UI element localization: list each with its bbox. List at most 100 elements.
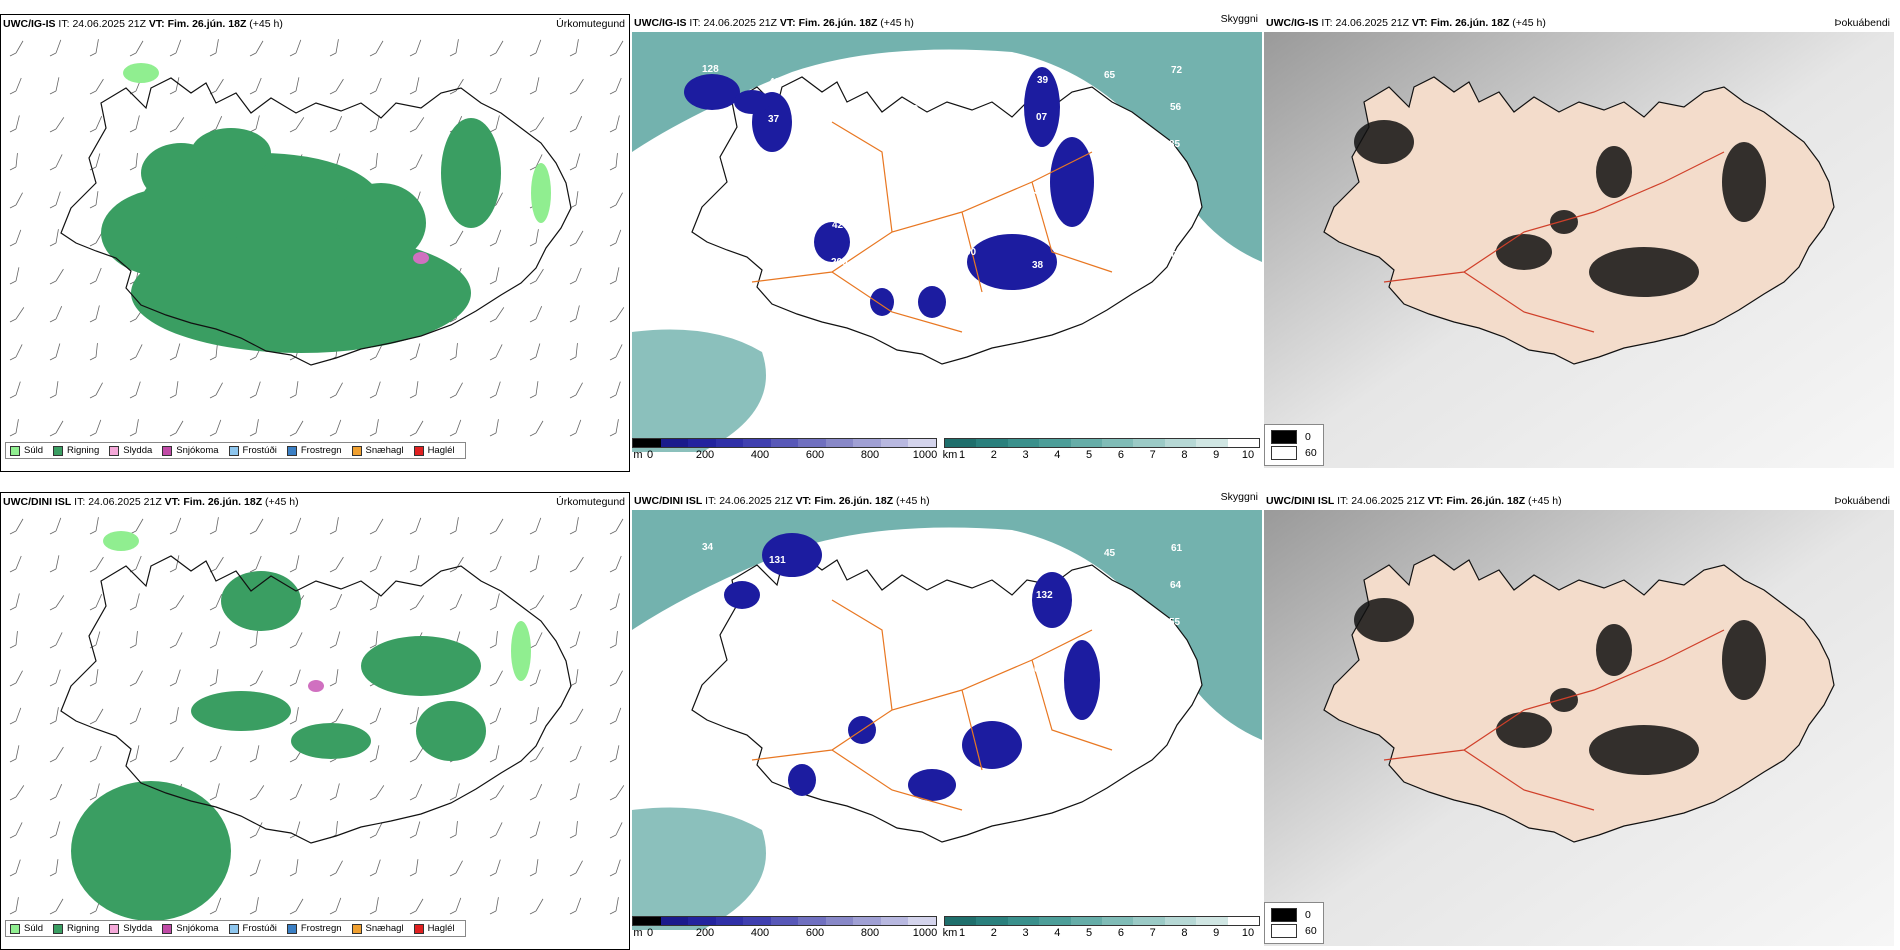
ceiling-label: 35 bbox=[832, 698, 844, 709]
colorbar-tick: 400 bbox=[750, 927, 770, 939]
wind-barb bbox=[329, 419, 342, 437]
wind-barb bbox=[369, 518, 384, 535]
wind-barb bbox=[89, 191, 99, 209]
colorbar-step bbox=[945, 439, 977, 447]
wind-barb bbox=[489, 229, 502, 247]
wind-barb bbox=[249, 670, 263, 687]
wind-barb bbox=[169, 117, 185, 133]
wind-barb bbox=[129, 381, 141, 399]
ceiling-label: 55 bbox=[966, 210, 978, 221]
ceiling-label: 37 bbox=[836, 72, 848, 83]
wind-barb bbox=[169, 595, 185, 611]
wind-barb bbox=[89, 556, 104, 573]
fog-legend-label: 0 bbox=[1305, 431, 1311, 443]
drizzle-area bbox=[123, 63, 159, 83]
it-value: 24.06.2025 21Z bbox=[719, 495, 793, 507]
wind-barb bbox=[329, 517, 339, 535]
wind-barb bbox=[609, 518, 624, 535]
wind-barb bbox=[49, 784, 63, 801]
wind-barb bbox=[49, 420, 64, 437]
wind-barb bbox=[169, 555, 180, 573]
wind-barb bbox=[409, 595, 425, 611]
wind-barb bbox=[289, 859, 299, 877]
wind-barb bbox=[209, 39, 219, 57]
vt-value: Fim. 26.jún. 18Z bbox=[167, 18, 247, 30]
wind-barb bbox=[529, 39, 542, 57]
it-label: IT: bbox=[689, 17, 701, 29]
ceiling-label: 119 bbox=[902, 104, 919, 115]
it-value: 24.06.2025 21Z bbox=[703, 17, 777, 29]
wind-barb bbox=[89, 419, 102, 437]
wind-barb bbox=[609, 897, 619, 915]
low-cloud-sea bbox=[632, 32, 1262, 262]
wind-barb bbox=[249, 631, 258, 649]
wind-barb bbox=[529, 517, 542, 535]
ceiling-label: 16 bbox=[830, 294, 842, 305]
ceiling-label: 40 bbox=[1101, 659, 1113, 670]
wind-barb bbox=[329, 382, 343, 399]
wind-barb bbox=[9, 381, 21, 399]
colorbar-tick: 600 bbox=[805, 927, 825, 939]
colorbar-tick: 3 bbox=[1022, 927, 1029, 939]
wind-barb bbox=[169, 381, 179, 399]
legend-label: Snjókoma bbox=[176, 445, 219, 456]
ceiling-label: 268 bbox=[1103, 107, 1120, 118]
wind-barb bbox=[529, 859, 539, 877]
rain-area bbox=[291, 723, 371, 759]
colorbar-step bbox=[1164, 439, 1197, 447]
ceiling-label: 80 bbox=[1033, 223, 1045, 234]
wind-barb bbox=[249, 419, 259, 437]
wind-barb bbox=[9, 267, 20, 285]
wind-barb bbox=[529, 821, 541, 839]
vt-label: VT: bbox=[148, 18, 165, 30]
wind-barb bbox=[169, 39, 182, 57]
wind-barb bbox=[409, 555, 420, 573]
wind-barb bbox=[249, 785, 265, 801]
colorbar-tick: 6 bbox=[1117, 927, 1124, 939]
lead-time: (+45 h) bbox=[896, 495, 930, 507]
wind-barb bbox=[369, 822, 383, 839]
vt-label: VT: bbox=[779, 17, 796, 29]
vt-label: VT: bbox=[1411, 17, 1428, 29]
fog-legend-swatch bbox=[1271, 446, 1297, 460]
ceiling-label: 39 bbox=[1037, 75, 1049, 86]
wind-barb bbox=[369, 77, 382, 95]
wind-barb bbox=[169, 420, 184, 437]
ceiling-label: 30 bbox=[1035, 149, 1047, 160]
ceiling-label: 47 bbox=[768, 592, 780, 603]
panel-header: UWC/IG-IS IT: 24.06.2025 21Z VT: Fim. 26… bbox=[1264, 14, 1894, 32]
ceiling-label: 40 bbox=[899, 693, 911, 704]
colorbar-step bbox=[770, 917, 799, 925]
ceiling-label: 72 bbox=[1033, 701, 1045, 712]
wind-barb bbox=[489, 555, 502, 573]
wind-barb bbox=[609, 153, 618, 171]
ceiling-label: 33 bbox=[1035, 627, 1047, 638]
wind-barb bbox=[609, 192, 623, 209]
fog-legend: 0 60 bbox=[1264, 902, 1324, 944]
colorbar-step bbox=[633, 439, 661, 447]
precip-map bbox=[1, 33, 629, 469]
legend-item: Snjókoma bbox=[162, 923, 219, 934]
wind-barb bbox=[489, 381, 501, 399]
wind-barb bbox=[249, 555, 262, 573]
wind-barb bbox=[209, 783, 220, 801]
wind-barb bbox=[89, 517, 99, 535]
colorbar-tick: 2 bbox=[990, 927, 997, 939]
wind-barb bbox=[369, 707, 382, 725]
legend-label: Súld bbox=[24, 445, 44, 456]
model-name: UWC/IG-IS bbox=[3, 18, 56, 30]
ceiling-label: 84 bbox=[967, 651, 979, 662]
wind-barb bbox=[489, 77, 502, 95]
legend-item: Snæhagl bbox=[351, 923, 404, 934]
wind-barb bbox=[409, 821, 421, 839]
wind-barb bbox=[529, 343, 541, 361]
wind-barb bbox=[529, 268, 544, 285]
ceiling-label: 35 bbox=[1169, 139, 1181, 150]
ceiling-label: 93 bbox=[833, 661, 845, 672]
colorbar-tick: 200 bbox=[695, 927, 715, 939]
low-ceiling-area bbox=[814, 222, 850, 262]
wind-barb bbox=[329, 594, 343, 611]
colorbar-tick: 600 bbox=[805, 449, 825, 461]
colorbar-tick: 10 bbox=[1241, 927, 1255, 939]
